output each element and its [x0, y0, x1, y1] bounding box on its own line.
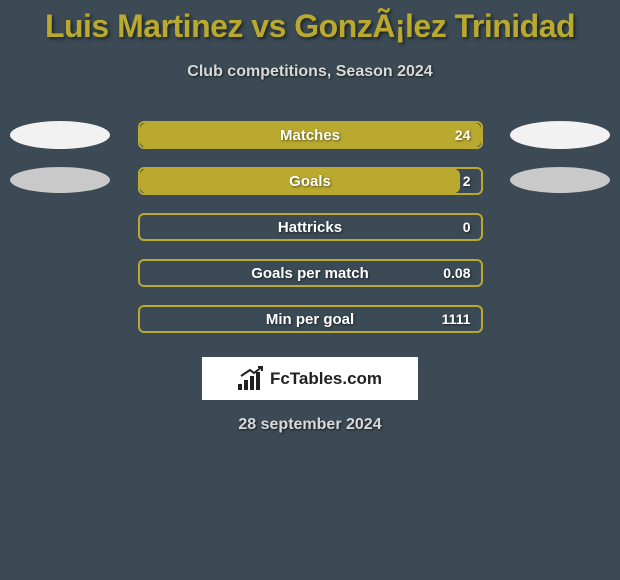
stat-value: 0.08: [443, 265, 470, 281]
player-ellipse-left: [10, 167, 110, 193]
logo-text: FcTables.com: [270, 369, 382, 389]
stat-bar: Hattricks0: [138, 213, 483, 241]
page-title: Luis Martinez vs GonzÃ¡lez Trinidad: [0, 0, 620, 45]
stat-value: 24: [455, 127, 471, 143]
stat-row: Hattricks0: [0, 211, 620, 243]
stat-label: Matches: [140, 127, 481, 144]
stat-bar: Goals per match0.08: [138, 259, 483, 287]
footer-logo: FcTables.com: [202, 357, 418, 400]
stat-label: Goals per match: [140, 265, 481, 282]
stat-value: 1111: [442, 311, 471, 327]
stat-label: Goals: [140, 173, 481, 190]
stat-row: Matches24: [0, 119, 620, 151]
stat-bar: Goals2: [138, 167, 483, 195]
player-ellipse-right: [510, 121, 610, 149]
stat-row: Min per goal1111: [0, 303, 620, 335]
stat-bar: Matches24: [138, 121, 483, 149]
player-ellipse-left: [10, 121, 110, 149]
stat-row: Goals2: [0, 165, 620, 197]
stat-value: 0: [463, 219, 471, 235]
stat-label: Min per goal: [140, 311, 481, 328]
chart-icon: [238, 368, 264, 390]
subtitle: Club competitions, Season 2024: [0, 63, 620, 81]
stats-area: Matches24 Goals2 Hattricks0 Goals per match…: [0, 119, 620, 335]
date-text: 28 september 2024: [0, 416, 620, 434]
stat-label: Hattricks: [140, 219, 481, 236]
stat-bar: Min per goal1111: [138, 305, 483, 333]
stat-value: 2: [463, 173, 471, 189]
chart-container: Luis Martinez vs GonzÃ¡lez Trinidad Club…: [0, 0, 620, 580]
player-ellipse-right: [510, 167, 610, 193]
stat-row: Goals per match0.08: [0, 257, 620, 289]
